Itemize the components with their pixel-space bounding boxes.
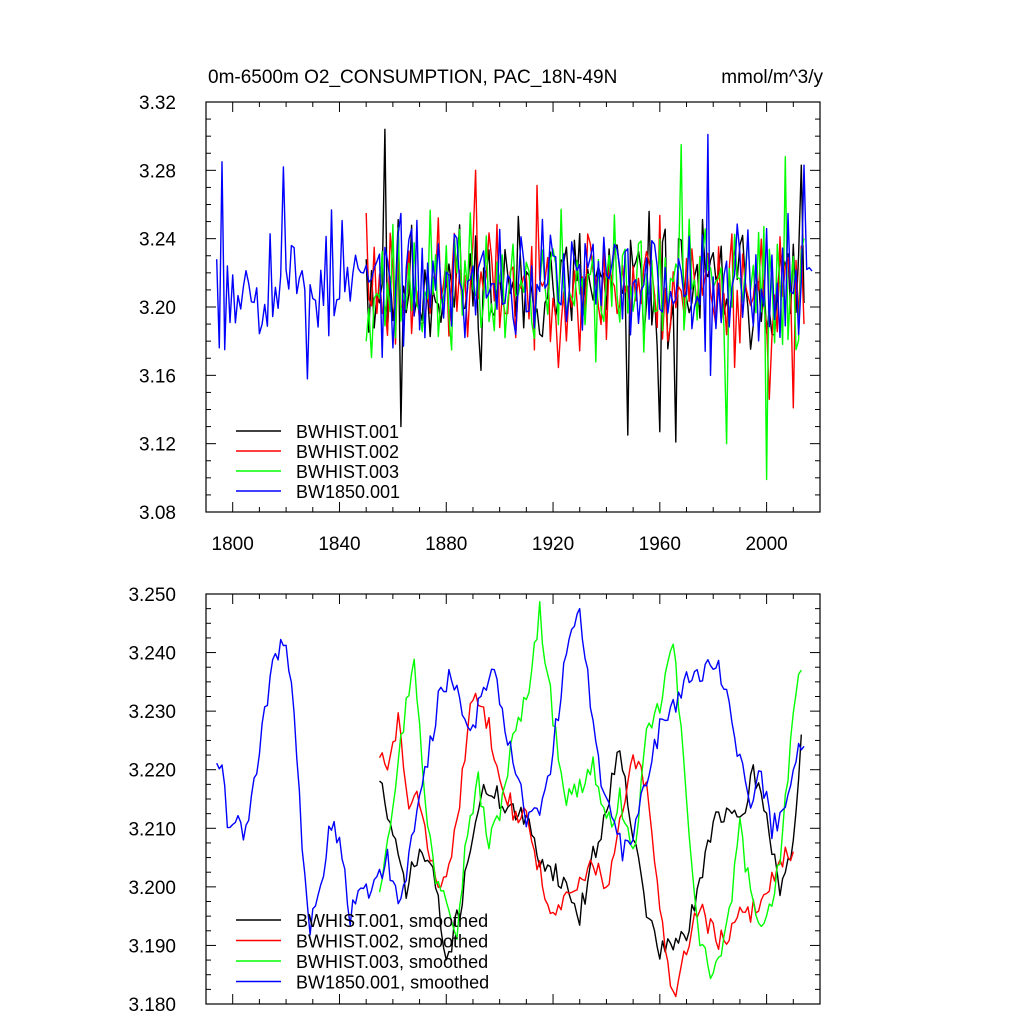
top-legend-label: BWHIST.003 <box>296 462 399 482</box>
top-panel-units: mmol/m^3/y <box>721 67 823 88</box>
top-xtick-label: 2000 <box>745 534 787 555</box>
top-legend-label: BW1850.001 <box>296 482 400 502</box>
bottom-series-line-3 <box>216 607 805 936</box>
top-legend-label: BWHIST.002 <box>296 442 399 462</box>
top-xtick-label: 1840 <box>318 534 360 555</box>
top-panel-title: 0m-6500m O2_CONSUMPTION, PAC_18N-49N <box>208 67 617 88</box>
top-ytick-label: 3.16 <box>139 366 176 387</box>
top-xtick-label: 1800 <box>212 534 254 555</box>
top-series-group <box>216 128 813 481</box>
bottom-legend-label: BWHIST.001, smoothed <box>296 911 488 931</box>
bottom-series-group <box>216 601 805 998</box>
bottom-ytick-label: 3.220 <box>128 761 176 782</box>
top-series-line-3 <box>216 133 813 380</box>
top-ytick-label: 3.20 <box>139 298 176 319</box>
top-xtick-label: 1920 <box>532 534 574 555</box>
top-legend-label: BWHIST.001 <box>296 422 399 442</box>
bottom-legend-label: BWHIST.003, smoothed <box>296 952 488 972</box>
top-ytick-label: 3.24 <box>139 230 176 251</box>
bottom-series-line-0 <box>379 734 802 961</box>
bottom-ytick-label: 3.230 <box>128 702 176 723</box>
bottom-ytick-label: 3.250 <box>128 585 176 606</box>
bottom-panel: 3.180 3.190 3.200 3.210 3.220 3.230 3.240 3.250… <box>128 585 821 1016</box>
top-panel: 0m-6500m O2_CONSUMPTION, PAC_18N-49N mmo… <box>139 67 823 555</box>
bottom-ytick-label: 3.240 <box>128 644 176 665</box>
top-ytick-label: 3.28 <box>139 161 176 182</box>
top-ytick-label: 3.32 <box>139 93 176 114</box>
top-ticks-group: 1800 1840 1880 1920 1960 2000 3.08 3.12 3.16 3.20… <box>139 93 821 555</box>
top-ytick-label: 3.08 <box>139 503 176 524</box>
bottom-ytick-label: 3.210 <box>128 819 176 840</box>
bottom-series-line-2 <box>378 601 802 980</box>
bottom-ticks-group: 3.180 3.190 3.200 3.210 3.220 3.230 3.240 3.250 <box>128 585 821 1016</box>
bottom-legend-label: BWHIST.002, smoothed <box>296 932 488 952</box>
top-xtick-label: 1880 <box>425 534 467 555</box>
bottom-ytick-label: 3.190 <box>128 936 176 957</box>
bottom-ytick-label: 3.200 <box>128 878 176 899</box>
bottom-legend-label: BW1850.001, smoothed <box>296 973 489 993</box>
bottom-ytick-label: 3.180 <box>128 995 176 1016</box>
bottom-series-line-1 <box>378 692 794 998</box>
top-xtick-label: 1960 <box>639 534 681 555</box>
top-ytick-label: 3.12 <box>139 435 176 456</box>
